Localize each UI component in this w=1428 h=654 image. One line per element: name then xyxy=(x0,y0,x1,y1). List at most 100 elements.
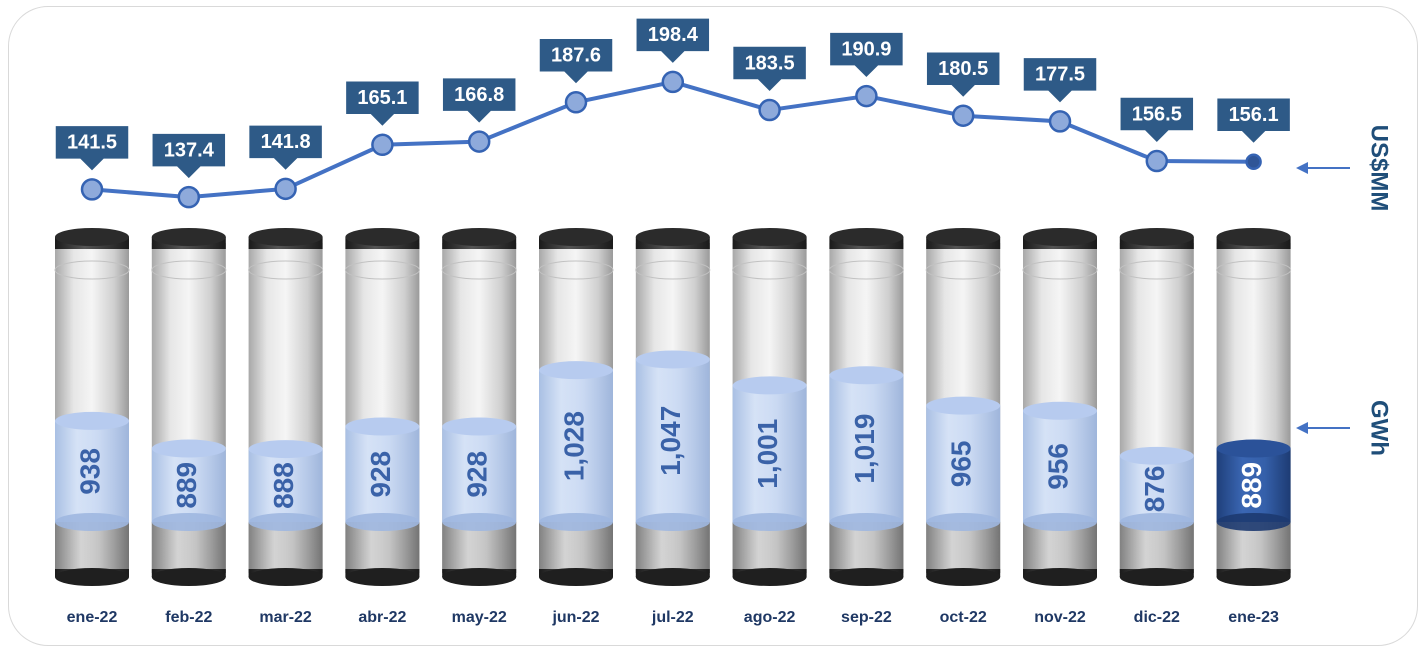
line-marker xyxy=(467,130,491,153)
cylinder-base xyxy=(1023,568,1097,586)
left-arrow-icon xyxy=(1296,162,1308,174)
cylinder-cap-top xyxy=(732,228,807,246)
line-value-callout: 165.1 xyxy=(344,80,421,128)
liquid-top-surface xyxy=(55,411,129,430)
liquid-top-surface xyxy=(345,417,420,436)
line-value-callout: 177.5 xyxy=(1022,56,1098,105)
line-marker xyxy=(371,133,394,157)
cylinder-base xyxy=(1216,568,1291,586)
cylinder-base xyxy=(248,568,323,586)
liquid-bottom-surface xyxy=(635,513,710,531)
liquid-bottom-surface xyxy=(1119,513,1194,531)
liquid-bottom-surface xyxy=(248,513,323,531)
liquid-fill xyxy=(1119,455,1194,522)
cylinder-rim xyxy=(248,260,324,280)
liquid-fill xyxy=(829,375,904,522)
liquid-fill xyxy=(345,426,420,522)
liquid-top-surface xyxy=(248,440,323,459)
cylinder-rim xyxy=(1119,260,1195,280)
cylinder-bar-mar-22: 888 xyxy=(248,228,324,586)
liquid-top-surface xyxy=(151,439,226,458)
cylinder-bar-dic-22: 876 xyxy=(1119,228,1195,586)
legend-usmm: US$MM xyxy=(1296,125,1393,212)
cylinder-rim xyxy=(635,260,711,280)
liquid-fill xyxy=(732,385,807,522)
line-marker xyxy=(1048,110,1072,133)
cylinder-bar-may-22: 928 xyxy=(441,228,517,586)
bar-value-label: 1,028 xyxy=(558,411,589,481)
liquid-bottom-surface xyxy=(1216,513,1291,531)
x-axis-tick-label: may-22 xyxy=(452,609,507,626)
bar-value-label: 956 xyxy=(1042,443,1073,490)
x-axis-tick-label: feb-22 xyxy=(165,609,212,626)
line-marker xyxy=(661,70,685,94)
liquid-top-surface xyxy=(442,417,517,436)
cylinder-base xyxy=(55,568,129,586)
liquid-top-surface xyxy=(635,350,710,369)
cylinder-cap-top xyxy=(829,228,904,246)
line-value-label: 137.4 xyxy=(164,139,215,161)
line-value-label: 183.5 xyxy=(745,52,795,74)
line-value-callout: 156.5 xyxy=(1119,96,1195,145)
liquid-top-surface xyxy=(1023,401,1097,420)
x-axis-tick-label: ene-23 xyxy=(1228,609,1279,626)
bar-value-label: 889 xyxy=(171,462,202,509)
bar-value-label: 876 xyxy=(1139,466,1170,513)
liquid-fill xyxy=(635,359,710,522)
line-marker xyxy=(855,84,878,108)
x-axis-tick-label: ene-22 xyxy=(67,609,118,626)
cylinder-rim xyxy=(538,260,614,280)
liquid-top-surface xyxy=(926,396,1001,415)
bar-value-label: 938 xyxy=(74,448,105,495)
cylinder-base xyxy=(345,568,420,586)
line-marker xyxy=(758,98,781,122)
line-value-label: 177.5 xyxy=(1035,64,1085,86)
line-value-label: 187.6 xyxy=(551,45,601,67)
line-value-callout: 137.4 xyxy=(151,132,227,181)
liquid-fill xyxy=(55,420,129,522)
x-axis-tick-label: jul-22 xyxy=(651,609,694,626)
liquid-bottom-surface xyxy=(539,513,613,531)
cylinder-rim xyxy=(925,260,1001,280)
x-axis-tick-label: mar-22 xyxy=(259,609,312,626)
line-marker xyxy=(1145,149,1169,173)
cylinder-cap-top xyxy=(248,228,323,246)
liquid-top-surface xyxy=(1119,446,1194,465)
cylinder-rim xyxy=(441,260,517,280)
line-marker xyxy=(564,91,588,114)
bar-value-label: 928 xyxy=(462,451,493,498)
x-axis-tick-label: jun-22 xyxy=(551,609,599,626)
cylinder-cap-top xyxy=(539,228,613,246)
cylinder-rim xyxy=(828,260,904,280)
liquid-fill xyxy=(151,448,226,522)
liquid-bottom-surface xyxy=(732,513,807,531)
cylinder-base xyxy=(926,568,1001,586)
line-value-callout: 190.9 xyxy=(828,31,905,80)
liquid-fill xyxy=(442,426,517,522)
line-value-callout: 141.5 xyxy=(54,124,130,173)
cylinder-rim xyxy=(732,260,808,280)
x-axis-tick-label: nov-22 xyxy=(1034,609,1086,626)
cylinder-bar-oct-22: 965 xyxy=(925,228,1001,586)
cylinder-bar-sep-22: 1,019 xyxy=(828,228,904,586)
legend-unit-label: US$MM xyxy=(1366,125,1393,212)
liquid-top-surface xyxy=(539,361,613,380)
cylinder-base xyxy=(635,568,710,586)
liquid-bottom-surface xyxy=(926,513,1001,531)
cylinder-bar-abr-22: 928 xyxy=(344,228,420,586)
line-value-label: 180.5 xyxy=(938,58,988,80)
liquid-top-surface xyxy=(732,376,807,395)
line-marker xyxy=(80,178,104,201)
x-axis-tick-label: dic-22 xyxy=(1134,609,1180,626)
cylinder-bar-nov-22: 956 xyxy=(1022,228,1098,586)
cylinder-bar-jun-22: 1,028 xyxy=(538,228,614,586)
cylinder-base xyxy=(1119,568,1194,586)
liquid-fill xyxy=(926,405,1001,522)
bar-value-label: 1,001 xyxy=(752,419,783,489)
liquid-top-surface xyxy=(829,366,904,385)
cylinder-rim xyxy=(1022,260,1098,280)
line-value-label: 156.1 xyxy=(1229,104,1279,126)
line-value-callout: 183.5 xyxy=(731,45,808,94)
cylinder-base xyxy=(829,568,904,586)
line-value-callout: 198.4 xyxy=(635,17,711,65)
